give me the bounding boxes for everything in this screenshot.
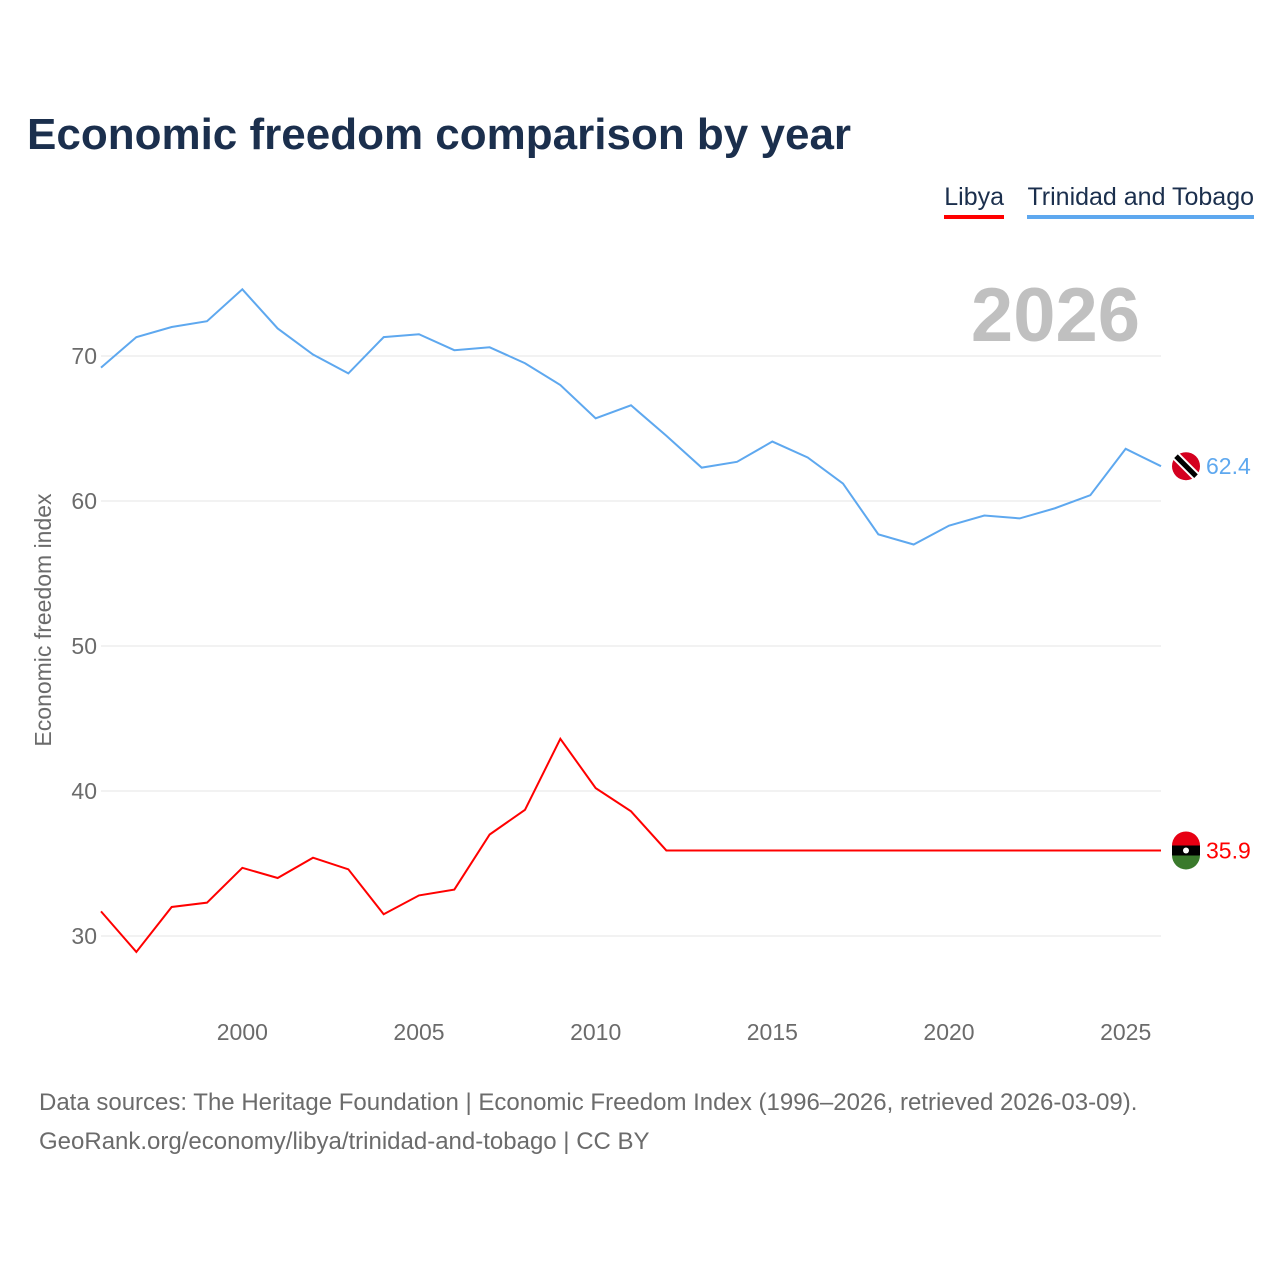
y-tick-label: 30 — [71, 923, 97, 949]
y-tick-label: 60 — [71, 488, 97, 514]
flag-icon-stripe — [1174, 454, 1198, 478]
end-value-label: 35.9 — [1206, 837, 1251, 863]
year-watermark: 2026 — [970, 273, 1140, 358]
x-tick-label: 2015 — [747, 1019, 798, 1045]
x-tick-label: 2010 — [570, 1019, 621, 1045]
series-line-0 — [100, 736, 1161, 954]
source-url: GeoRank.org/economy/libya/trinidad-and-t… — [39, 1128, 650, 1155]
source-text: Data sources: The Heritage Foundation | … — [39, 1089, 1138, 1116]
y-tick-label: 70 — [71, 343, 97, 369]
series-line-1 — [100, 287, 1162, 546]
x-tick-label: 2020 — [923, 1019, 974, 1045]
x-tick-label: 2005 — [393, 1019, 444, 1045]
x-tick-label: 2000 — [217, 1019, 268, 1045]
y-axis-label: Economic freedom index — [30, 493, 56, 747]
flag-icon-green — [1172, 855, 1200, 870]
legend-libya[interactable]: Libya — [944, 183, 1004, 219]
y-tick-label: 40 — [71, 778, 97, 804]
flag-icon-red — [1172, 831, 1200, 846]
y-tick-label: 50 — [71, 633, 97, 659]
legend-trinidad-and-tobago[interactable]: Trinidad and Tobago — [1027, 183, 1254, 219]
flag-icon-crescent — [1183, 847, 1189, 854]
x-tick-label: 2025 — [1100, 1019, 1151, 1045]
end-value-label: 62.4 — [1206, 453, 1251, 479]
chart-title: Economic freedom comparison by year — [27, 110, 852, 159]
